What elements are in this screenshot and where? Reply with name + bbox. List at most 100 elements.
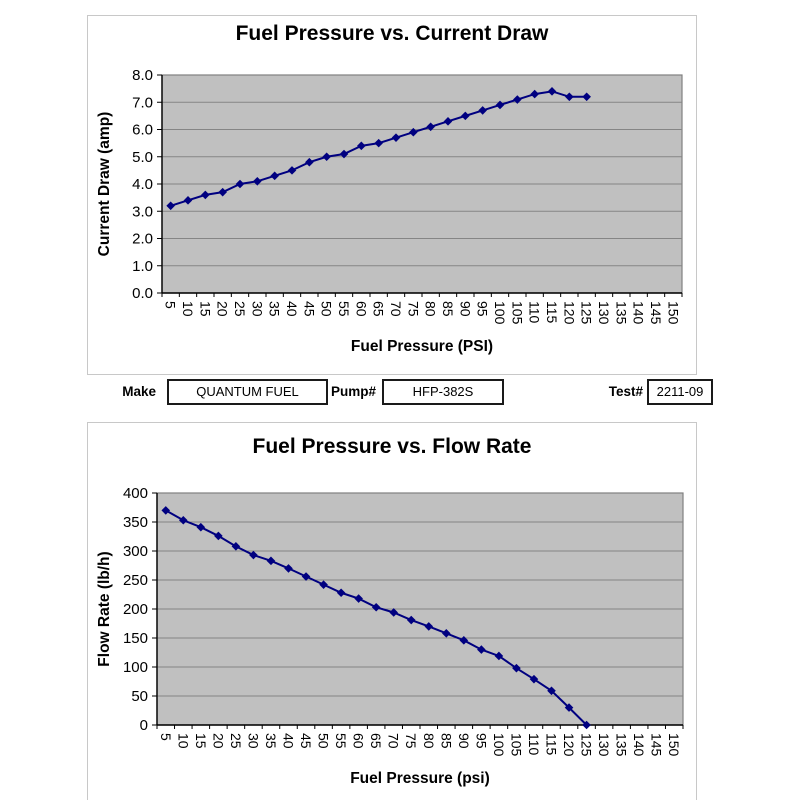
make-label: Make xyxy=(122,384,156,399)
x-tick-label: 105 xyxy=(508,733,524,757)
x-tick-label: 30 xyxy=(249,301,265,317)
x-tick-label: 50 xyxy=(316,733,332,749)
x-tick-label: 10 xyxy=(175,733,191,749)
y-tick-label: 4.0 xyxy=(132,176,153,193)
x-tick-label: 40 xyxy=(284,301,300,317)
data-point-marker xyxy=(494,651,504,661)
x-tick-label: 145 xyxy=(649,733,665,757)
data-point-marker xyxy=(530,89,539,99)
data-point-marker xyxy=(478,106,487,115)
pump-number-field[interactable]: HFP-382S xyxy=(382,379,504,405)
data-point-marker xyxy=(406,615,416,625)
x-tick-label: 15 xyxy=(197,301,213,317)
data-point-marker xyxy=(287,166,297,175)
data-point-marker xyxy=(442,629,451,638)
x-tick-label: 20 xyxy=(210,733,226,749)
x-tick-label: 140 xyxy=(631,733,647,757)
data-point-marker xyxy=(253,176,262,186)
y-tick-label: 0 xyxy=(140,717,148,734)
x-tick-label: 140 xyxy=(631,301,647,325)
x-tick-label: 100 xyxy=(491,733,507,757)
data-point-marker xyxy=(301,572,311,581)
flow-rate-plot: 400 350 300 250 200 150 100 50 0 5 10 15 20 25 30 35 40 4… xyxy=(96,485,684,787)
x-tick-label: 75 xyxy=(403,733,419,749)
x-tick-label: 150 xyxy=(665,301,681,325)
x-tick-label: 115 xyxy=(544,733,560,756)
x-tick-label: 5 xyxy=(163,301,179,309)
x-tick-label: 55 xyxy=(333,733,349,749)
x-axis-title: Fuel Pressure (PSI) xyxy=(351,338,493,355)
x-tick-label: 60 xyxy=(353,301,369,317)
data-point-marker xyxy=(389,608,398,617)
data-point-marker xyxy=(235,179,245,189)
current-draw-chart: Fuel Pressure vs. Current Draw 8.0 7.0 6.0… xyxy=(87,15,697,375)
y-tick-label: 150 xyxy=(123,630,148,647)
flow-rate-chart: Fuel Pressure vs. Flow Rate 400 350 300 250… xyxy=(87,422,697,800)
data-point-marker xyxy=(231,542,241,551)
x-tick-label: 85 xyxy=(440,301,456,317)
x-tick-label: 80 xyxy=(421,733,437,749)
x-tick-label: 70 xyxy=(386,733,402,749)
data-point-marker xyxy=(249,550,258,560)
y-tick-label: 50 xyxy=(131,688,148,705)
data-point-marker xyxy=(565,92,574,102)
data-point-marker xyxy=(443,117,453,126)
x-tick-label: 50 xyxy=(319,301,335,317)
current-draw-chart-title: Fuel Pressure vs. Current Draw xyxy=(235,22,549,45)
data-point-marker xyxy=(354,594,363,603)
data-point-marker xyxy=(495,100,505,110)
x-tick-label: 90 xyxy=(456,733,472,749)
x-tick-label: 120 xyxy=(561,733,577,757)
x-tick-label: 15 xyxy=(193,733,209,749)
x-tick-label: 145 xyxy=(648,301,664,325)
y-tick-label: 0.0 xyxy=(132,285,153,302)
make-field[interactable]: QUANTUM FUEL SYSTEMS xyxy=(167,379,328,405)
y-axis-title: Flow Rate (lb/h) xyxy=(96,551,113,666)
y-tick-label: 6.0 xyxy=(132,122,153,139)
y-axis-title: Current Draw (amp) xyxy=(96,112,113,257)
data-point-marker xyxy=(305,157,314,167)
x-tick-label: 35 xyxy=(267,301,283,317)
x-tick-label: 35 xyxy=(263,733,279,749)
y-tick-label: 250 xyxy=(123,572,148,589)
x-tick-label: 40 xyxy=(281,733,297,749)
data-point-marker xyxy=(270,171,279,181)
y-tick-label: 100 xyxy=(123,659,148,676)
data-point-marker xyxy=(284,564,293,573)
x-tick-label: 45 xyxy=(298,733,314,749)
y-tick-label: 8.0 xyxy=(132,67,153,84)
data-point-marker xyxy=(266,556,276,566)
data-point-marker xyxy=(459,636,469,645)
x-tick-label: 95 xyxy=(473,733,489,749)
y-tick-label: 2.0 xyxy=(132,231,153,248)
x-axis-title: Fuel Pressure (psi) xyxy=(350,770,490,787)
y-tick-label: 200 xyxy=(123,601,148,618)
x-tick-label: 90 xyxy=(457,301,473,317)
x-tick-label: 20 xyxy=(215,301,231,317)
y-tick-label: 300 xyxy=(123,543,148,560)
flow-rate-chart-title: Fuel Pressure vs. Flow Rate xyxy=(252,435,532,458)
data-point-marker xyxy=(512,663,521,673)
x-tick-label: 125 xyxy=(579,301,595,325)
data-point-marker xyxy=(196,522,206,532)
x-tick-label: 100 xyxy=(492,301,508,325)
x-tick-label: 80 xyxy=(423,301,439,317)
pump-number-label: Pump# xyxy=(330,384,376,399)
data-point-marker xyxy=(477,645,486,654)
y-tick-label: 400 xyxy=(123,485,148,502)
data-point-marker xyxy=(218,187,227,197)
data-point-marker xyxy=(183,196,193,205)
x-tick-label: 135 xyxy=(614,733,630,757)
data-point-marker xyxy=(322,152,331,162)
y-tick-label: 1.0 xyxy=(132,258,153,275)
x-tick-label: 115 xyxy=(544,301,560,324)
data-point-marker xyxy=(357,141,366,151)
test-number-label: Test# xyxy=(608,384,643,399)
test-number-field[interactable]: 2211-09 xyxy=(647,379,713,405)
data-point-marker xyxy=(582,92,591,102)
x-tick-label: 55 xyxy=(336,301,352,317)
x-tick-label: 130 xyxy=(596,733,612,757)
x-tick-label: 45 xyxy=(301,301,317,317)
data-point-marker xyxy=(319,580,328,589)
